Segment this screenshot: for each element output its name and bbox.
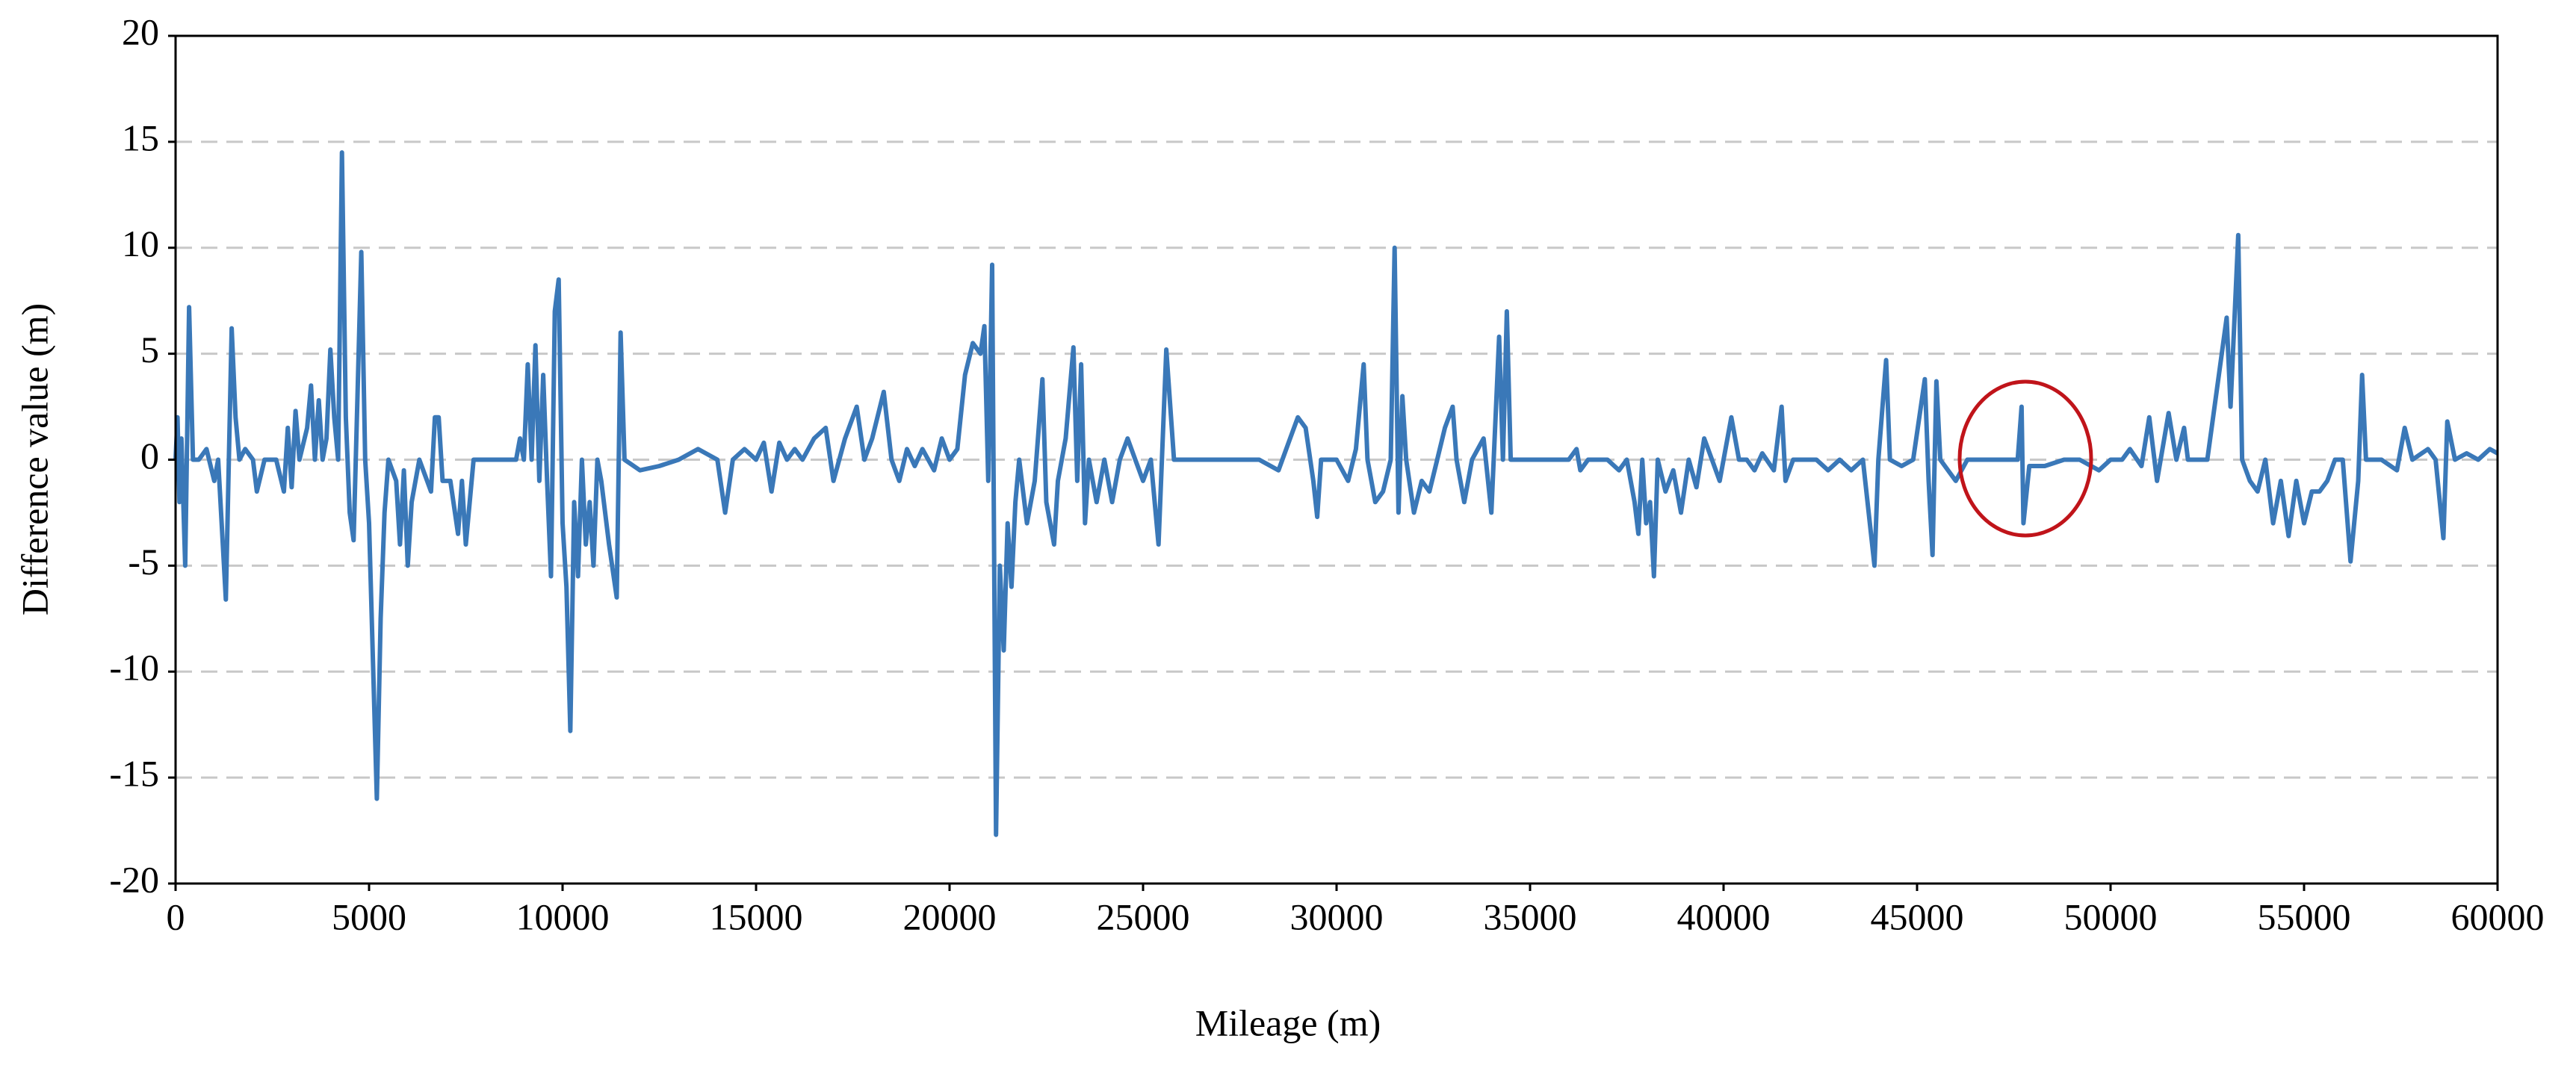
data-line	[173, 150, 2499, 837]
y-tick-label: -15	[109, 753, 159, 795]
x-tick-label: 40000	[1677, 895, 1771, 937]
x-tick-label: 20000	[903, 895, 997, 937]
x-tick-label: 35000	[1484, 895, 1577, 937]
x-tick-label: 45000	[1871, 895, 1964, 937]
y-tick-label: -20	[109, 858, 159, 900]
x-tick-label: 50000	[2064, 895, 2158, 937]
y-axis-label: Difference value (m)	[13, 303, 55, 615]
x-tick-label: 15000	[710, 895, 803, 937]
highlight-circle	[1957, 379, 2093, 538]
x-tick-label: 10000	[516, 895, 610, 937]
y-tick-label: 15	[122, 117, 159, 158]
y-tick-label: 20	[122, 10, 159, 52]
x-tick-label: 0	[167, 895, 185, 937]
y-tick-label: -10	[109, 647, 159, 689]
y-tick-label: 0	[140, 435, 159, 476]
x-tick-label: 5000	[332, 895, 406, 937]
y-tick-label: 5	[140, 329, 159, 370]
x-tick-label: 55000	[2258, 895, 2351, 937]
y-tick-label: -5	[128, 541, 159, 583]
x-tick-label: 60000	[2451, 895, 2545, 937]
x-tick-label: 25000	[1097, 895, 1190, 937]
x-tick-label: 30000	[1290, 895, 1384, 937]
x-axis-label: Mileage (m)	[1195, 1002, 1381, 1043]
y-tick-label: 10	[122, 223, 159, 264]
plot	[173, 150, 2499, 837]
